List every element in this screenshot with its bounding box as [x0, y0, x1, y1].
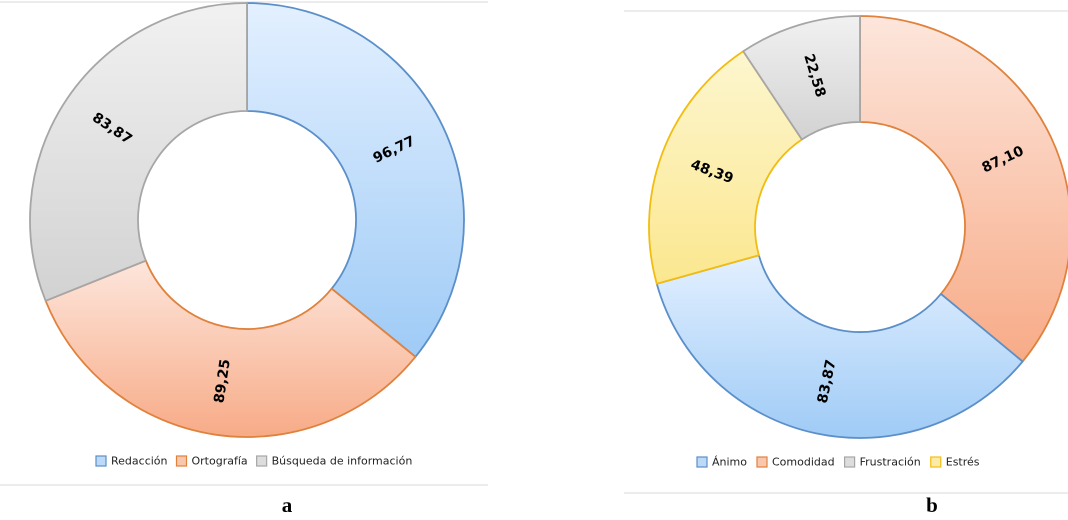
slice-estres: [648, 50, 803, 285]
slice-animo: [655, 254, 1024, 439]
legend-item-frustracion: Frustración: [844, 456, 921, 469]
data-label-ortografia: 89,25: [211, 358, 233, 404]
legend-item-animo: Ánimo: [696, 456, 747, 469]
legend-item-redaccion: Redacción: [95, 455, 168, 468]
legend-label-animo: Ánimo: [712, 456, 747, 469]
chart-a-legend: Redacción Ortografía Búsqueda de informaci…: [95, 455, 413, 468]
legend-label-frustracion: Frustración: [860, 456, 921, 469]
panel-letter-a: a: [282, 493, 293, 517]
legend-swatch-comodidad: [756, 456, 768, 468]
legend-label-ortografia: Ortografía: [192, 455, 248, 468]
slice-busqueda-de-informacion: [29, 2, 248, 302]
legend-label-estres: Estrés: [946, 456, 980, 469]
legend-swatch-busqueda-de-informacion: [256, 455, 268, 467]
slice-frustracion: [742, 15, 861, 141]
panel-letter-b: b: [926, 493, 938, 517]
slice-redaccion: [246, 2, 465, 358]
chart-a-slices: [29, 2, 465, 438]
legend-item-busqueda-de-informacion: Búsqueda de información: [256, 455, 413, 468]
slice-ortografia: [44, 259, 417, 438]
legend-swatch-estres: [930, 456, 942, 468]
legend-swatch-redaccion: [95, 455, 107, 467]
legend-swatch-animo: [696, 456, 708, 468]
legend-swatch-ortografia: [175, 455, 188, 467]
legend-item-comodidad: Comodidad: [756, 456, 835, 469]
slice-comodidad: [859, 15, 1068, 363]
legend-label-comodidad: Comodidad: [772, 456, 835, 469]
chart-b-slices: [648, 15, 1068, 439]
legend-item-ortografia: Ortografía: [175, 455, 248, 468]
legend-label-redaccion: Redacción: [111, 455, 168, 468]
legend-label-busqueda-de-informacion: Búsqueda de información: [272, 455, 413, 468]
legend-item-estres: Estrés: [930, 456, 980, 469]
chart-b-legend: Ánimo Comodidad Frustración Estrés: [696, 456, 980, 469]
legend-swatch-frustracion: [844, 456, 856, 468]
